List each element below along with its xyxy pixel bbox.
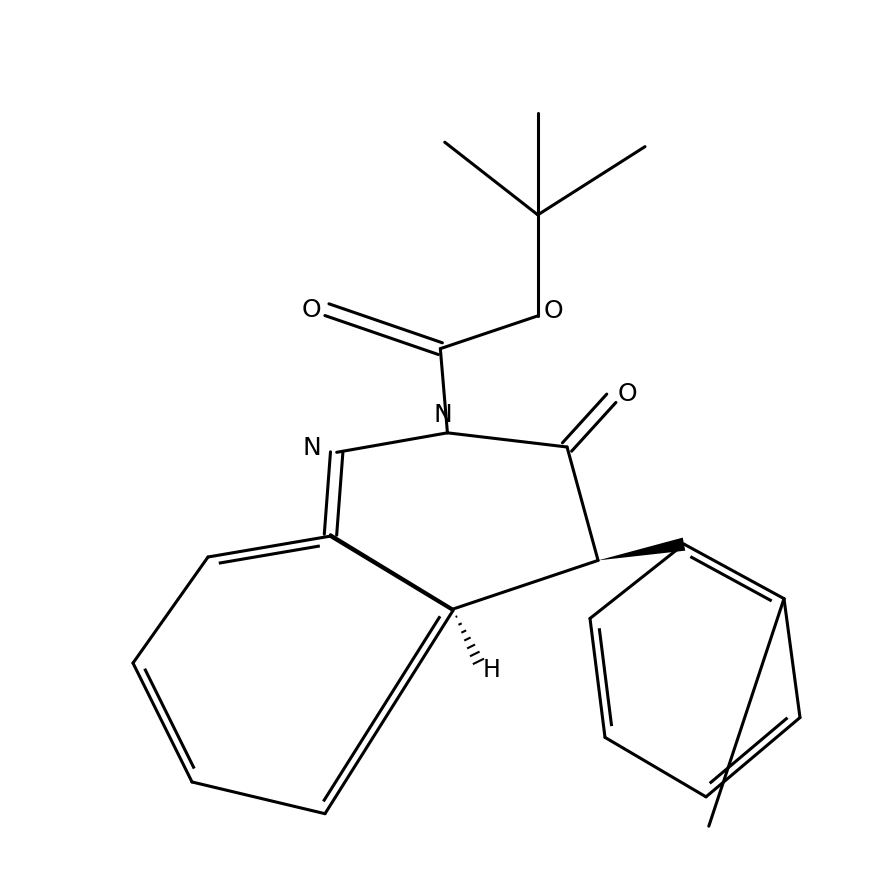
- Text: H: H: [483, 658, 501, 682]
- Text: O: O: [618, 382, 637, 406]
- Text: O: O: [301, 298, 321, 322]
- Text: O: O: [544, 299, 563, 324]
- Text: N: N: [433, 403, 453, 427]
- Polygon shape: [598, 537, 685, 561]
- Text: N: N: [302, 436, 322, 460]
